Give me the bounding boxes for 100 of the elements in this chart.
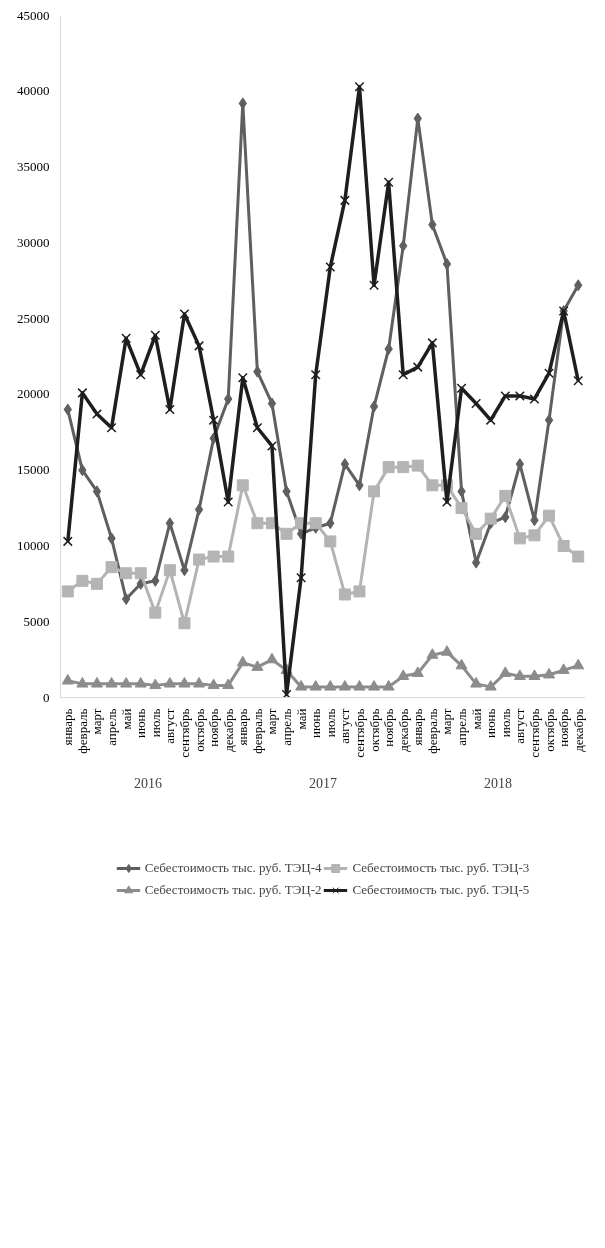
- x-tick-label: октябрь: [541, 708, 557, 752]
- point: [557, 539, 570, 552]
- x-tick-label: октябрь: [366, 708, 382, 752]
- legend-label: Себестоимость тыс. руб. ТЭЦ-3: [352, 860, 530, 876]
- point: [513, 669, 526, 680]
- point: [223, 497, 234, 507]
- point: [369, 280, 380, 291]
- point: [484, 680, 497, 691]
- point: [163, 677, 176, 688]
- x-tick-label: январь: [60, 708, 76, 746]
- point: [573, 375, 584, 386]
- legend-label: Себестоимость тыс. руб. ТЭЦ-2: [144, 882, 322, 898]
- point: [426, 648, 439, 659]
- x-tick-label: декабрь: [220, 708, 236, 752]
- point: [236, 655, 249, 667]
- point: [514, 390, 525, 401]
- point: [120, 677, 133, 688]
- point: [382, 461, 395, 474]
- point: [61, 585, 74, 598]
- point: [544, 414, 554, 427]
- x-tick-label: ноябрь: [381, 708, 397, 747]
- point: [368, 485, 381, 498]
- point: [193, 677, 206, 688]
- x-tick-label: ноябрь: [206, 708, 222, 747]
- text: 2016: [134, 776, 162, 791]
- y-tick-label: 40000: [17, 83, 50, 99]
- y-tick-label: 45000: [17, 7, 50, 23]
- point: [353, 680, 366, 691]
- x-tick-label: апрель: [104, 708, 120, 746]
- point: [121, 592, 131, 605]
- point: [222, 550, 235, 563]
- x-tick-label: декабрь: [395, 708, 411, 752]
- point: [499, 489, 512, 502]
- point: [543, 509, 556, 522]
- x-tick-label: апрель: [454, 708, 470, 746]
- point: [106, 422, 117, 433]
- x-tick-label: сентябрь: [351, 708, 367, 758]
- point: [207, 678, 220, 690]
- point: [412, 362, 423, 373]
- x-tick-label: август: [337, 708, 353, 744]
- point: [398, 369, 409, 380]
- point: [296, 572, 307, 583]
- point: [572, 550, 585, 563]
- x-tick-label: июнь: [133, 708, 149, 739]
- text: 2018: [484, 776, 512, 791]
- y-tick-label: 20000: [17, 386, 50, 402]
- point: [500, 390, 511, 401]
- point: [427, 337, 438, 348]
- x-tick-label: март: [264, 708, 280, 735]
- point: [499, 666, 512, 677]
- point: [369, 400, 379, 413]
- x-tick-label: май: [293, 708, 309, 730]
- point: [134, 567, 147, 580]
- point: [338, 680, 351, 691]
- y-tick-label: 25000: [17, 310, 50, 326]
- point: [340, 458, 350, 471]
- x-tick-label: июль: [322, 708, 338, 738]
- y-tick-label: 10000: [17, 537, 50, 553]
- point: [62, 536, 73, 547]
- x-tick-label: август: [162, 708, 178, 744]
- point: [295, 680, 308, 691]
- point: [324, 535, 337, 548]
- point: [149, 678, 162, 690]
- point: [76, 574, 89, 587]
- y-tick-label: 0: [43, 689, 50, 705]
- point: [208, 415, 219, 426]
- x-tick-label: май: [468, 708, 484, 730]
- point: [543, 667, 556, 679]
- point: [324, 680, 337, 691]
- point: [251, 660, 264, 671]
- point: [309, 517, 322, 530]
- point: [368, 680, 381, 691]
- point: [252, 422, 263, 433]
- x-tick-label: октябрь: [191, 708, 207, 752]
- point: [456, 383, 467, 394]
- point: [470, 677, 483, 688]
- point: [134, 677, 147, 688]
- point: [207, 550, 220, 563]
- point: [179, 309, 190, 320]
- x-tick-label: январь: [235, 708, 251, 746]
- point: [310, 369, 321, 380]
- point: [149, 606, 162, 619]
- point: [411, 459, 424, 472]
- point: [164, 404, 175, 415]
- point: [557, 663, 570, 674]
- x-tick-label: июль: [497, 708, 513, 738]
- y-tick-label: 35000: [17, 159, 50, 175]
- point: [105, 677, 118, 688]
- x-tick-label: февраль: [424, 708, 440, 754]
- point: [236, 479, 249, 492]
- y-tick-label: 5000: [23, 613, 50, 629]
- point: [544, 368, 555, 379]
- point: [354, 81, 365, 92]
- point: [411, 666, 424, 677]
- x-tick-label: декабрь: [570, 708, 586, 752]
- point: [222, 678, 235, 690]
- point: [484, 512, 497, 525]
- x-tick-label: июнь: [483, 708, 499, 739]
- x-tick-label: март: [89, 708, 105, 735]
- point: [470, 527, 483, 540]
